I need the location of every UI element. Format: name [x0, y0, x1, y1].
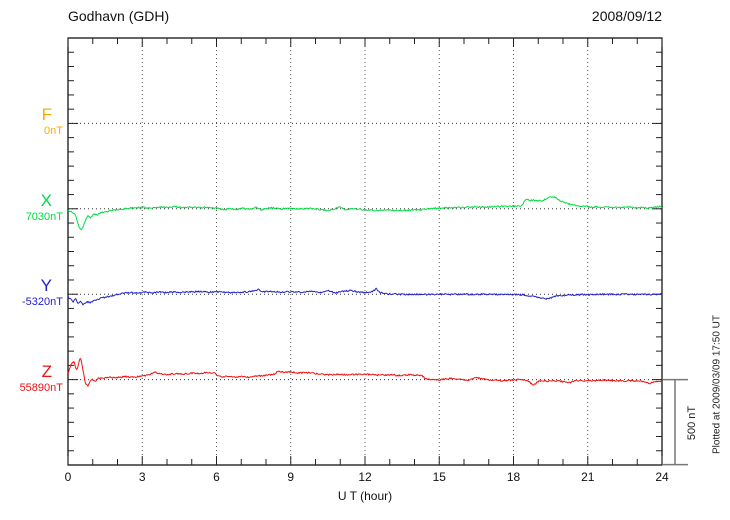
x-tick-label: 3: [138, 470, 146, 484]
x-axis-title: U T (hour): [337, 489, 393, 503]
x-tick-label: 21: [581, 470, 595, 484]
component-label-z: Z: [41, 361, 52, 381]
component-label-y: Y: [40, 276, 52, 296]
trace-x: [67, 196, 663, 231]
component-label-f: F: [41, 105, 52, 125]
component-baseline-value-f: 0nT: [44, 125, 63, 138]
station-title: Godhavn (GDH): [68, 8, 170, 24]
component-baseline-value-z: 55890nT: [19, 381, 63, 394]
x-tick-label: 15: [432, 470, 446, 484]
x-tick-label: 6: [213, 470, 220, 484]
component-label-x: X: [40, 190, 52, 210]
plot-date: 2008/09/12: [591, 8, 662, 24]
component-baseline-value-y: -5320nT: [22, 296, 63, 309]
x-tick-label: 0: [64, 470, 72, 484]
component-baseline-value-x: 7030nT: [25, 210, 63, 223]
x-tick-label: 24: [655, 470, 669, 484]
scale-bar-label: 500 nT: [686, 405, 698, 441]
x-tick-label: 18: [506, 470, 521, 484]
x-tick-label: 9: [287, 470, 295, 484]
x-tick-label: 12: [358, 470, 372, 484]
trace-z: [67, 358, 662, 387]
trace-y: [67, 287, 663, 306]
plotted-at-note: Plotted at 2009/03/09 17:50 UT: [711, 315, 723, 454]
